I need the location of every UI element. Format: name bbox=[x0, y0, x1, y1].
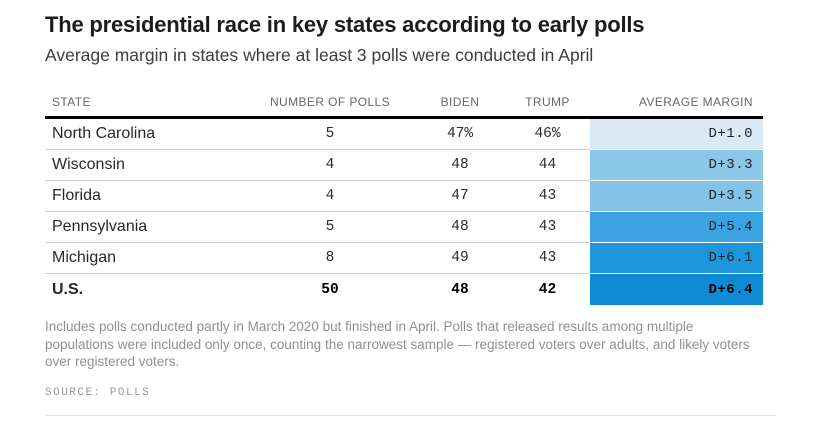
margin-cell: D+5.4 bbox=[590, 212, 763, 243]
poll-table-card: The presidential race in key states acco… bbox=[45, 12, 776, 416]
trump-cell: 43 bbox=[505, 212, 590, 243]
column-header-polls: NUMBER OF POLLS bbox=[245, 93, 415, 119]
table-row: Michigan 8 49 43 D+6.1 bbox=[45, 243, 763, 274]
margin-cell: D+6.4 bbox=[590, 274, 763, 305]
table-row: Wisconsin 4 48 44 D+3.3 bbox=[45, 150, 763, 181]
biden-cell: 48 bbox=[415, 150, 505, 181]
table-row: Florida 4 47 43 D+3.5 bbox=[45, 181, 763, 212]
polls-table: STATE NUMBER OF POLLS BIDEN TRUMP AVERAG… bbox=[45, 93, 763, 305]
source-credit: SOURCE: POLLS bbox=[45, 386, 151, 399]
table-row: Pennsylvania 5 48 43 D+5.4 bbox=[45, 212, 763, 243]
table-row-total-us: U.S. 50 48 42 D+6.4 bbox=[45, 274, 763, 305]
biden-cell: 49 bbox=[415, 243, 505, 274]
trump-cell: 43 bbox=[505, 243, 590, 274]
margin-cell: D+1.0 bbox=[590, 119, 763, 150]
biden-cell: 48 bbox=[451, 281, 469, 298]
trump-cell: 43 bbox=[505, 181, 590, 212]
state-cell: North Carolina bbox=[45, 119, 245, 150]
polls-cell: 8 bbox=[245, 243, 415, 274]
state-cell: Florida bbox=[45, 181, 245, 212]
margin-cell: D+6.1 bbox=[590, 243, 763, 274]
table-header-row: STATE NUMBER OF POLLS BIDEN TRUMP AVERAG… bbox=[45, 93, 763, 119]
polls-cell: 4 bbox=[245, 150, 415, 181]
biden-cell: 47% bbox=[415, 119, 505, 150]
trump-cell: 44 bbox=[505, 150, 590, 181]
margin-cell: D+3.3 bbox=[590, 150, 763, 181]
margin-cell: D+3.5 bbox=[590, 181, 763, 212]
page-title: The presidential race in key states acco… bbox=[45, 12, 645, 37]
polls-cell: 5 bbox=[245, 212, 415, 243]
biden-cell: 48 bbox=[415, 212, 505, 243]
polls-cell: 4 bbox=[245, 181, 415, 212]
footnote-text: Includes polls conducted partly in March… bbox=[45, 319, 750, 369]
polls-cell: 5 bbox=[245, 119, 415, 150]
trump-cell: 42 bbox=[538, 281, 557, 298]
column-header-biden: BIDEN bbox=[415, 93, 505, 119]
column-header-margin: AVERAGE MARGIN bbox=[590, 93, 763, 119]
table-row: North Carolina 5 47% 46% D+1.0 bbox=[45, 119, 763, 150]
state-cell: U.S. bbox=[52, 280, 84, 298]
state-cell: Pennsylvania bbox=[45, 212, 245, 243]
state-cell: Wisconsin bbox=[45, 150, 245, 181]
column-header-trump: TRUMP bbox=[505, 93, 590, 119]
biden-cell: 47 bbox=[415, 181, 505, 212]
polls-cell: 50 bbox=[321, 281, 339, 298]
trump-cell: 46% bbox=[505, 119, 590, 150]
page-subtitle: Average margin in states where at least … bbox=[45, 45, 594, 65]
state-cell: Michigan bbox=[45, 243, 245, 274]
column-header-state: STATE bbox=[45, 93, 245, 119]
bottom-divider bbox=[45, 414, 776, 416]
